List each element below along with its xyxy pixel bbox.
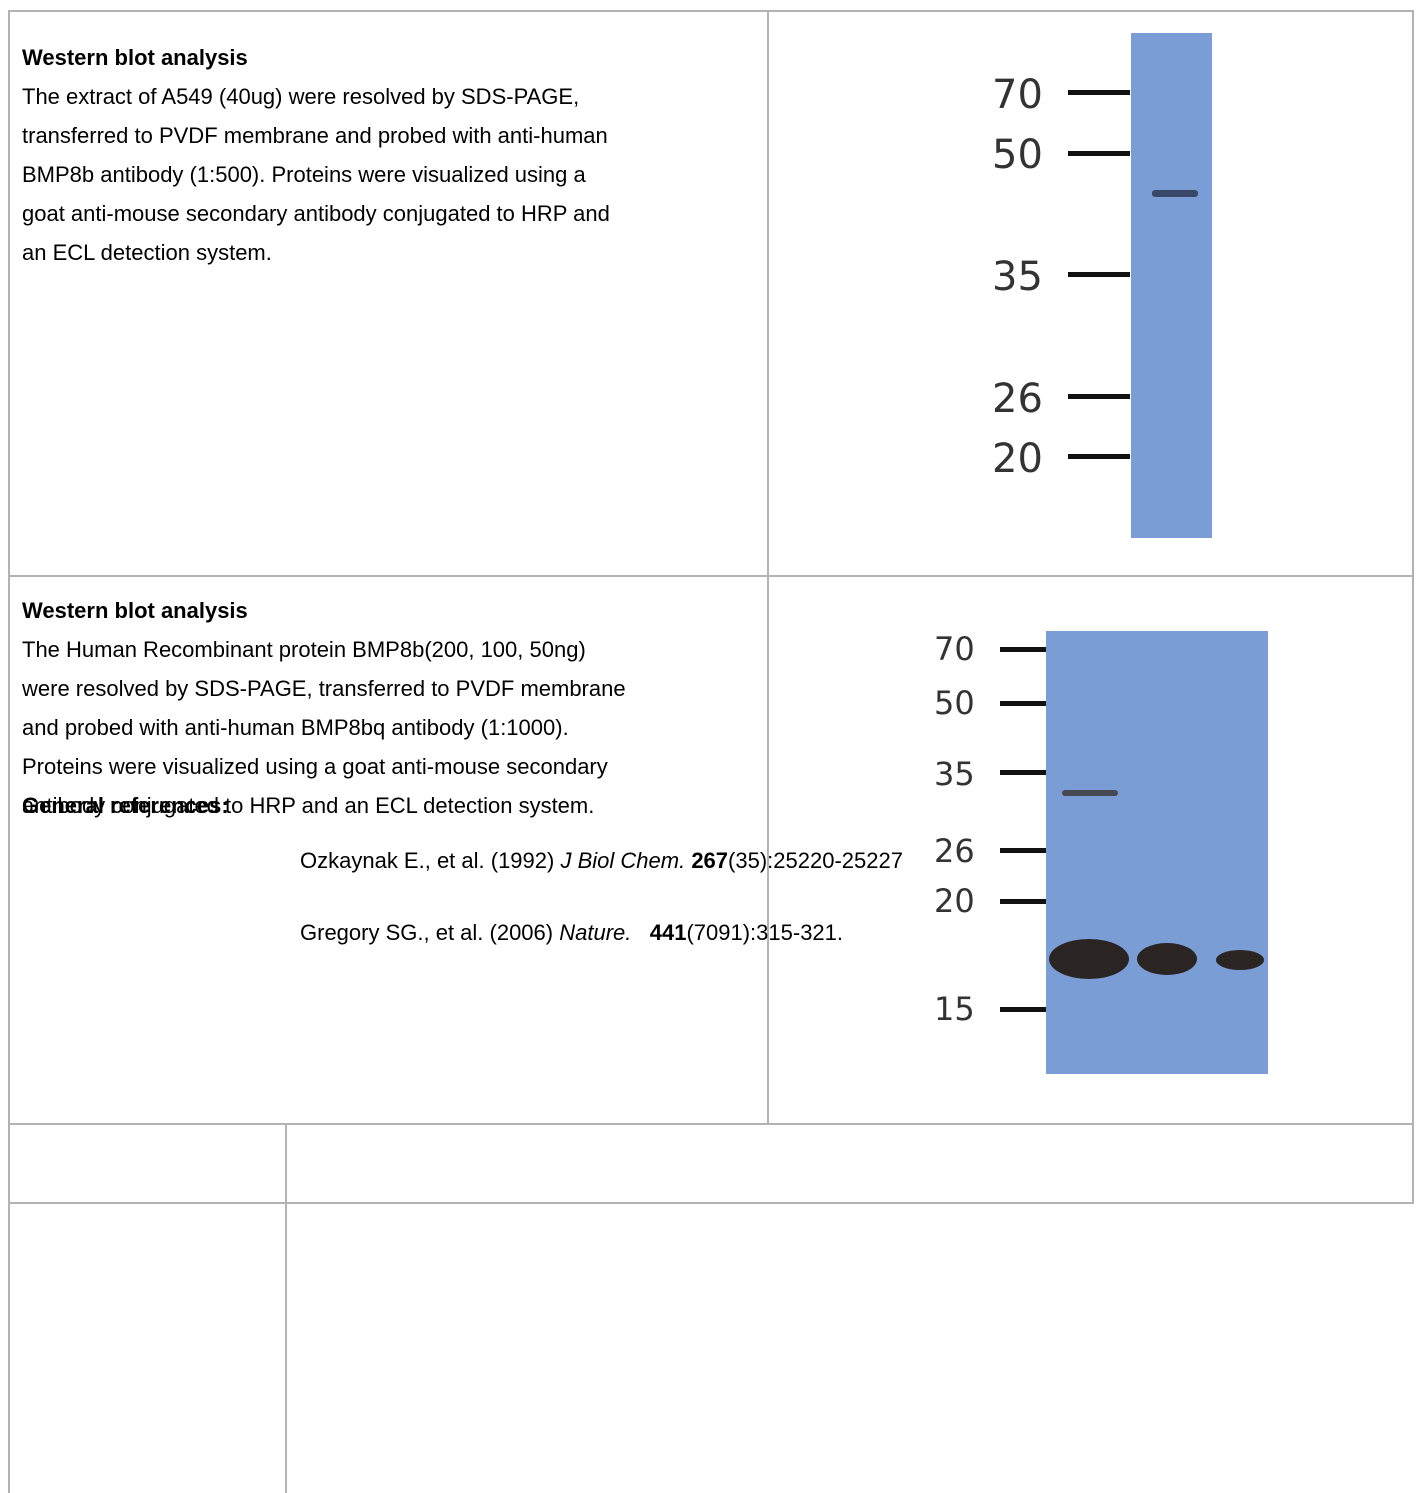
svg-text:15: 15 <box>934 990 975 1028</box>
blot1-marker-35: 35 <box>992 254 1130 300</box>
blot2-marker-26: 26 <box>934 832 1046 870</box>
reference-item-2: Gregory SG., et al. (2006) Nature. 441(7… <box>300 920 843 946</box>
blot1-membrane <box>1131 33 1212 538</box>
western-blot-image-1: 70 50 35 26 20 <box>980 30 1220 542</box>
blot2-marker-35: 35 <box>934 755 1046 793</box>
blot2-marker-70: 70 <box>934 630 1046 668</box>
row-divider-1 <box>8 575 1414 577</box>
blot1-marker-20: 20 <box>992 436 1130 482</box>
section2-description: The Human Recombinant protein BMP8b(200,… <box>22 637 626 818</box>
section1-title: Western blot analysis <box>22 45 248 70</box>
blot1-marker-70: 70 <box>992 72 1130 118</box>
table-border-right <box>1412 10 1414 1203</box>
blot2-band-lane2 <box>1137 943 1197 975</box>
row-divider-2 <box>8 1123 1414 1125</box>
svg-text:35: 35 <box>992 254 1043 300</box>
blot2-band-35 <box>1062 790 1118 796</box>
svg-text:20: 20 <box>934 882 975 920</box>
reference-2-journal: Nature. <box>559 920 632 945</box>
reference-1-pages: (35):25220-25227 <box>728 848 903 873</box>
reference-2-authors: Gregory SG., et al. (2006) <box>300 920 560 945</box>
column-divider-upper <box>767 10 769 1124</box>
blot2-band-lane1 <box>1049 939 1129 979</box>
blot1-marker-50: 50 <box>992 132 1130 178</box>
blot2-marker-20: 20 <box>934 882 1046 920</box>
reference-1-authors: Ozkaynak E., et al. (1992) <box>300 848 561 873</box>
svg-text:50: 50 <box>992 132 1043 178</box>
svg-text:70: 70 <box>934 630 975 668</box>
section1-description: The extract of A549 (40ug) were resolved… <box>22 84 610 265</box>
svg-text:20: 20 <box>992 436 1043 482</box>
table-border-left <box>8 10 10 1493</box>
blot2-marker-15: 15 <box>934 990 1046 1028</box>
column-divider-lower <box>285 1123 287 1493</box>
table-border-top <box>8 10 1414 12</box>
reference-1-volume: 267 <box>691 848 729 873</box>
blot2-band-lane3 <box>1216 950 1264 970</box>
reference-2-volume: 441 <box>649 920 687 945</box>
blot1-marker-26: 26 <box>992 376 1130 422</box>
svg-text:35: 35 <box>934 755 975 793</box>
reference-2-pages: (7091):315-321. <box>686 920 844 945</box>
section2-title: Western blot analysis <box>22 598 248 623</box>
svg-text:70: 70 <box>992 72 1043 118</box>
references-label: General references: <box>22 793 229 818</box>
western-blot-image-2: 70 50 35 26 20 15 <box>920 625 1280 1077</box>
row-divider-3 <box>8 1202 1414 1204</box>
reference-item-1: Ozkaynak E., et al. (1992) J Biol Chem. … <box>300 848 903 874</box>
blot2-marker-50: 50 <box>934 684 1046 722</box>
svg-text:26: 26 <box>934 832 975 870</box>
blot2-membrane <box>1046 631 1268 1074</box>
section2-text: Western blot analysis The Human Recombin… <box>22 591 762 825</box>
section1-text: Western blot analysis The extract of A54… <box>22 38 762 272</box>
reference-1-journal: J Biol Chem. <box>560 848 686 873</box>
blot1-band <box>1152 190 1198 197</box>
svg-text:26: 26 <box>992 376 1043 422</box>
svg-text:50: 50 <box>934 684 975 722</box>
